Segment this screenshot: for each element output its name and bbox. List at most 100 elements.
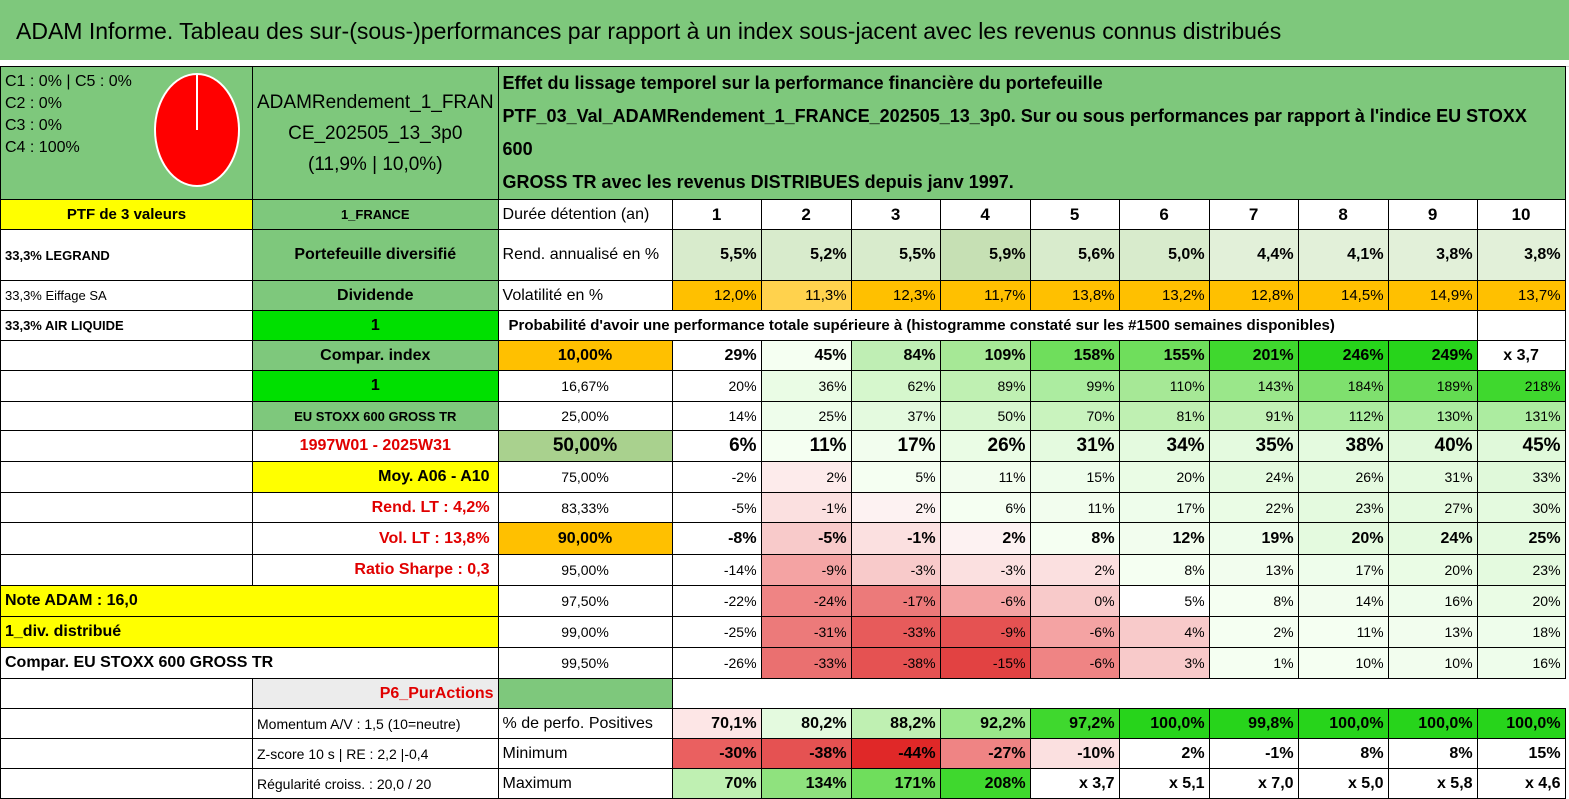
probability-value: x 3,7: [1476, 340, 1566, 371]
probability-value: 2%: [1208, 616, 1299, 648]
positive-row-value: 100,0%: [1387, 708, 1478, 739]
probability-value: 31%: [1387, 461, 1478, 493]
dividend-label: Dividende: [252, 280, 499, 311]
probability-value: 10%: [1387, 647, 1478, 679]
probability-value: 2%: [939, 522, 1031, 555]
holding-2: 33,3% Eiffage SA: [0, 280, 253, 311]
probability-value: 31%: [1029, 430, 1120, 462]
minimum-row-value: -30%: [671, 738, 762, 769]
probability-value: -22%: [671, 585, 762, 617]
period-label: 1997W01 - 2025W31: [252, 430, 499, 462]
minimum-row-value: -1%: [1208, 738, 1299, 769]
probability-threshold: 75,00%: [497, 461, 673, 493]
probability-value: -1%: [760, 492, 852, 523]
probability-row: Rend. LT : 4,2% 83,33% -5% -1% 2% 6% 11% 17% 22%…: [0, 492, 1566, 523]
empty-cell: [497, 678, 673, 709]
volatility-value: 13,8%: [1029, 280, 1120, 311]
probability-value: 25%: [1476, 522, 1566, 555]
maximum-row-value: x 4,6: [1476, 768, 1566, 799]
volatility-label: Volatilité en %: [497, 280, 673, 311]
probability-value: 50%: [939, 401, 1031, 431]
pie-label-0: C1 : 0% | C5 : 0%: [5, 73, 132, 90]
probability-value: 143%: [1208, 370, 1299, 402]
holding-1: 33,3% LEGRAND: [0, 229, 253, 281]
return-value: 3,8%: [1476, 229, 1566, 281]
probability-value: 2%: [760, 461, 852, 493]
sharpe-ratio: Ratio Sharpe : 0,3: [252, 554, 499, 586]
probability-title: Probabilité d'avoir une performance tota…: [497, 310, 1478, 341]
year-header: 10: [1476, 199, 1566, 230]
probability-value: 30%: [1476, 492, 1566, 523]
volatility-value: 12,8%: [1208, 280, 1299, 311]
probability-value: 11%: [939, 461, 1031, 493]
probability-value: -1%: [850, 522, 941, 555]
long-term-volatility: Vol. LT : 13,8%: [252, 522, 499, 555]
portfolio-count: PTF de 3 valeurs: [0, 199, 253, 230]
probability-value: -6%: [1029, 647, 1120, 679]
probability-value: 23%: [1297, 492, 1389, 523]
maximum-row-value: 70%: [671, 768, 762, 799]
probability-value: 20%: [1476, 585, 1566, 617]
probability-row: Note ADAM : 16,0 97,50% -22% -24% -17% -6% 0% 5…: [0, 585, 1566, 617]
empty-cell: [0, 370, 253, 402]
probability-value: 40%: [1387, 430, 1478, 462]
empty-cell: [0, 522, 253, 555]
maximum-row-value: x 7,0: [1208, 768, 1299, 799]
probability-value: 11%: [1029, 492, 1120, 523]
probability-value: 45%: [760, 340, 852, 371]
portfolio-description: Effet du lissage temporel sur la perform…: [497, 66, 1566, 200]
probability-threshold: 16,67%: [497, 370, 673, 402]
probability-value: -14%: [671, 554, 762, 586]
dividend-distributed: 1_div. distribué: [0, 616, 499, 648]
minimum-row-label: Minimum: [497, 738, 673, 769]
probability-row: EU STOXX 600 GROSS TR 25,00% 14% 25% 37% 50% 7…: [0, 401, 1566, 431]
probability-value: 8%: [1208, 585, 1299, 617]
probability-value: 1%: [1208, 647, 1299, 679]
year-header: 2: [760, 199, 852, 230]
probability-row: 1_div. distribué 99,00% -25% -31% -33% -9% -6%…: [0, 616, 1566, 648]
probability-value: -3%: [850, 554, 941, 586]
probability-value: 3%: [1118, 647, 1210, 679]
maximum-row-value: x 5,1: [1118, 768, 1210, 799]
probability-value: 29%: [671, 340, 762, 371]
empty-cell: [0, 738, 253, 769]
dividend-count: 1: [252, 310, 499, 341]
probability-value: -6%: [939, 585, 1031, 617]
probability-value: 5%: [1118, 585, 1210, 617]
probability-threshold: 83,33%: [497, 492, 673, 523]
positive-row-value: 88,2%: [850, 708, 941, 739]
category-row: P6_PurActions: [0, 678, 1566, 709]
probability-value: 17%: [850, 430, 941, 462]
empty-cell: [0, 768, 253, 799]
probability-value: 15%: [1029, 461, 1120, 493]
return-value: 5,6%: [1029, 229, 1120, 281]
probability-value: 23%: [1476, 554, 1566, 586]
holding-3: 33,3% AIR LIQUIDE: [0, 310, 253, 341]
compar-count: 1: [252, 370, 499, 402]
probability-value: 18%: [1476, 616, 1566, 648]
empty-cell: [0, 678, 253, 709]
probability-value: 35%: [1208, 430, 1299, 462]
empty-cell: [1476, 310, 1566, 341]
return-value: 5,9%: [939, 229, 1031, 281]
probability-value: 12%: [1118, 522, 1210, 555]
probability-row: Moy. A06 - A10 75,00% -2% 2% 5% 11% 15% 20% 24% 2…: [0, 461, 1566, 493]
volatility-value: 11,3%: [760, 280, 852, 311]
probability-value: 27%: [1387, 492, 1478, 523]
probability-threshold: 50,00%: [497, 430, 673, 462]
probability-value: 109%: [939, 340, 1031, 371]
probability-value: -26%: [671, 647, 762, 679]
probability-value: -8%: [671, 522, 762, 555]
probability-value: 4%: [1118, 616, 1210, 648]
duration-label: Durée détention (an): [497, 199, 673, 230]
probability-threshold: 95,00%: [497, 554, 673, 586]
probability-value: 19%: [1208, 522, 1299, 555]
pie-label-1: C2 : 0%: [5, 95, 62, 112]
probability-value: 25%: [760, 401, 852, 431]
probability-value: 110%: [1118, 370, 1210, 402]
category-label: P6_PurActions: [252, 678, 499, 709]
probability-value: 24%: [1387, 522, 1478, 555]
empty-cell: [0, 340, 253, 371]
probability-value: 89%: [939, 370, 1031, 402]
maximum-row-value: x 5,8: [1387, 768, 1478, 799]
